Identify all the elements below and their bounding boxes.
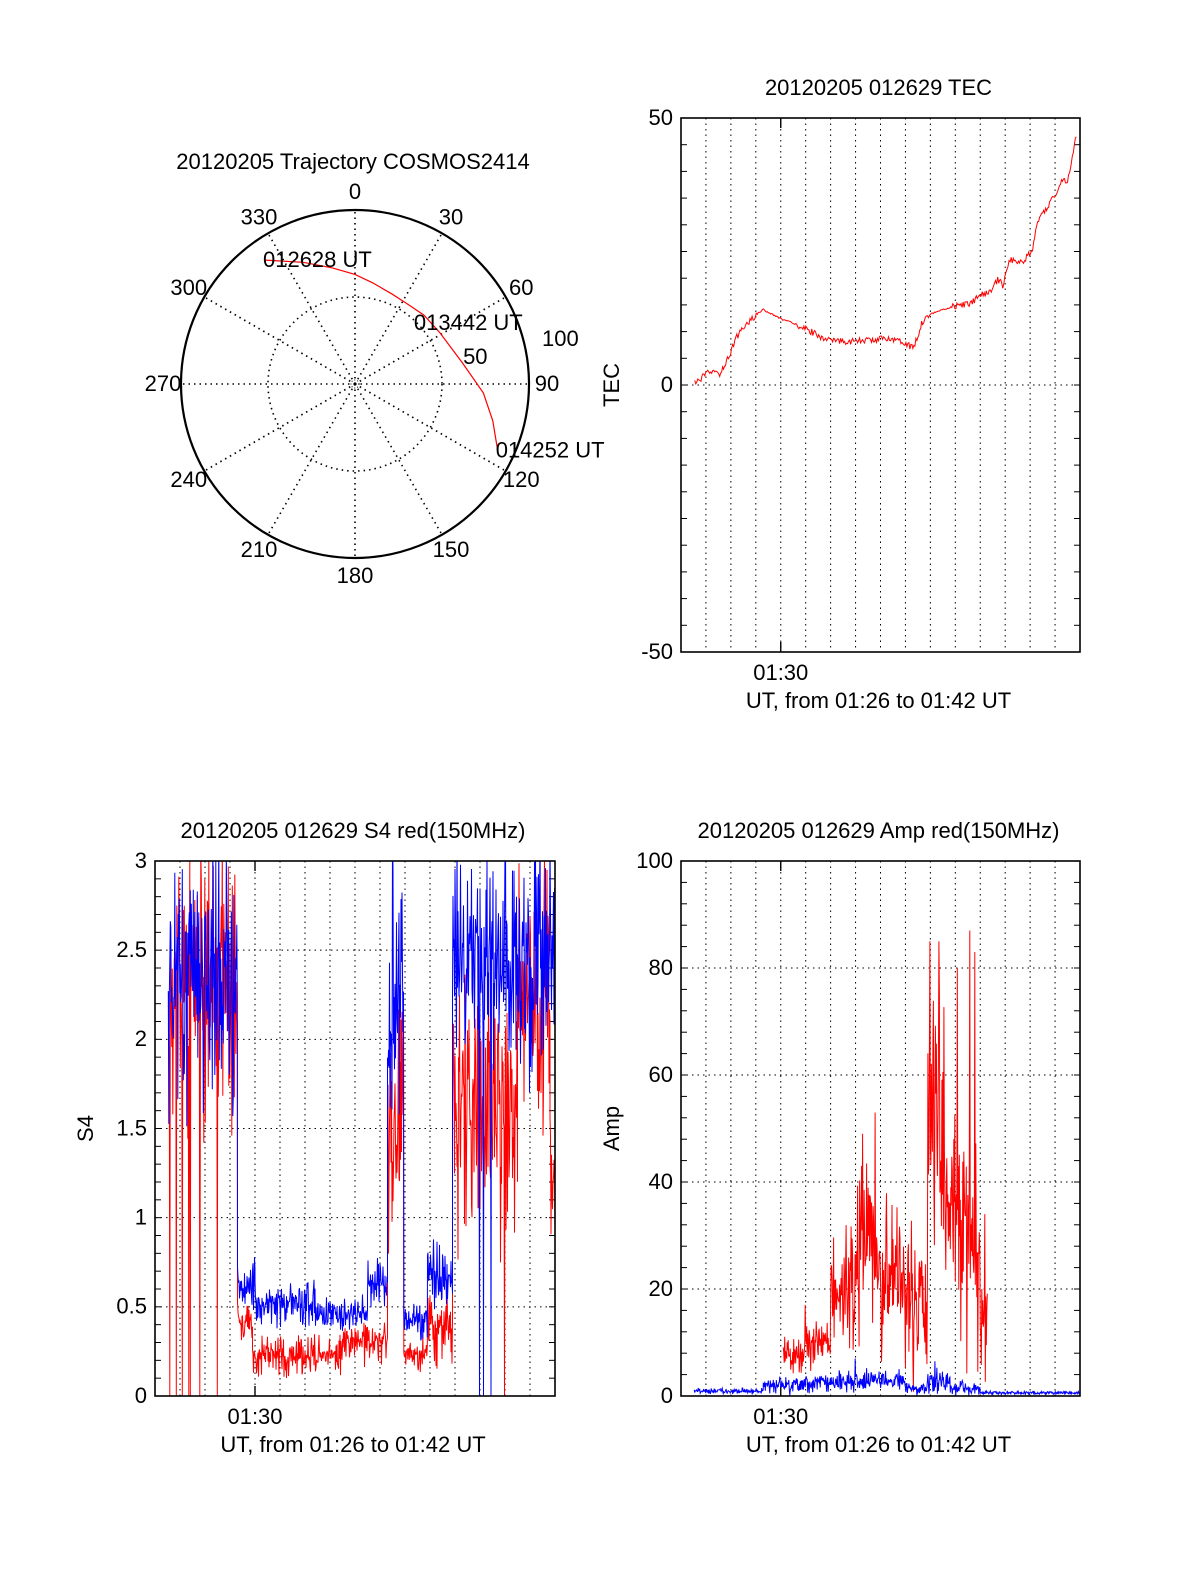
s4-plot: 20120205 012629 S4 red(150MHz) UT, from 0…: [73, 818, 556, 1457]
y-tick-label: 2: [135, 1026, 147, 1051]
polar-ring-label: 100: [542, 326, 579, 351]
y-tick-label: 50: [649, 105, 673, 130]
tec-plot: 20120205 012629 TEC UT, from 01:26 to 01:…: [599, 75, 1081, 713]
x-axis-label: UT, from 01:26 to 01:42 UT: [746, 688, 1011, 713]
polar-angle-label: 300: [170, 275, 207, 300]
trajectory-polar-plot: 20120205 Trajectory COSMOS2414 0 30 60 90 120…: [145, 149, 605, 588]
series-blue-line: [167, 861, 555, 1396]
polar-angle-label: 30: [439, 205, 463, 230]
x-tick-label: 01:30: [227, 1404, 282, 1429]
x-tick-label: 01:30: [753, 1404, 808, 1429]
y-tick-label: 20: [649, 1276, 673, 1301]
y-tick-label: 1: [135, 1204, 147, 1229]
data-layer: [694, 136, 1077, 386]
trajectory-time-label: 014252 UT: [496, 437, 605, 462]
y-tick-label: 60: [649, 1062, 673, 1087]
polar-title: 20120205 Trajectory COSMOS2414: [176, 149, 529, 174]
polar-center-marker: [350, 379, 360, 389]
chart-title: 20120205 012629 TEC: [765, 75, 992, 100]
y-tick-label: 0: [661, 372, 673, 397]
y-tick-label: 1.5: [116, 1115, 147, 1140]
polar-ring-label: 50: [463, 344, 487, 369]
y-tick-label: 100: [636, 848, 673, 873]
data-layer: [167, 861, 555, 1396]
polar-radial-gridline: [203, 383, 356, 472]
x-tick-label: 01:30: [753, 660, 808, 685]
polar-angle-label: 90: [535, 371, 559, 396]
chart-title: 20120205 012629 S4 red(150MHz): [181, 818, 526, 843]
x-axis-label: UT, from 01:26 to 01:42 UT: [220, 1432, 485, 1457]
y-axis-label: TEC: [599, 363, 624, 407]
y-tick-label: 40: [649, 1169, 673, 1194]
y-tick-label: 2.5: [116, 937, 147, 962]
data-layer: [693, 930, 1080, 1396]
polar-angle-label: 210: [241, 537, 278, 562]
y-axis-label: Amp: [599, 1106, 624, 1151]
polar-radial-gridline: [267, 232, 356, 385]
y-tick-label: 80: [649, 955, 673, 980]
polar-ring-gridline: [267, 296, 443, 472]
polar-angle-label: 0: [349, 179, 361, 204]
x-axis-label: UT, from 01:26 to 01:42 UT: [746, 1432, 1011, 1457]
trajectory-time-label: 013442 UT: [414, 310, 523, 335]
polar-angle-label: 150: [433, 537, 470, 562]
polar-angle-label: 180: [337, 563, 374, 588]
y-tick-label: 0.5: [116, 1294, 147, 1319]
polar-radial-gridline: [354, 383, 507, 472]
polar-angle-label: 270: [145, 371, 182, 396]
plot-frame: [154, 860, 556, 1397]
polar-angle-label: 120: [503, 467, 540, 492]
polar-radial-gridline: [354, 383, 443, 536]
plot-frame: [680, 860, 1081, 1397]
polar-radial-gridline: [267, 383, 356, 536]
trajectory-time-label: 012628 UT: [263, 247, 372, 272]
polar-angle-label: 330: [241, 205, 278, 230]
series-blue-line: [693, 1358, 1080, 1396]
polar-radial-gridline: [354, 296, 507, 385]
amp-plot: 20120205 012629 Amp red(150MHz) UT, from …: [599, 818, 1081, 1457]
polar-angle-label: 240: [170, 467, 207, 492]
polar-radial-gridline: [354, 232, 443, 385]
polar-outer-circle: [179, 208, 531, 560]
chart-title: 20120205 012629 Amp red(150MHz): [697, 818, 1059, 843]
y-tick-label: 0: [661, 1383, 673, 1408]
series-tec-line: [694, 136, 1077, 386]
polar-radial-gridline: [203, 296, 356, 385]
satellite-trajectory-line: [264, 259, 499, 451]
y-tick-label: 0: [135, 1383, 147, 1408]
y-tick-label: -50: [641, 639, 673, 664]
polar-angle-label: 60: [509, 275, 533, 300]
y-tick-label: 3: [135, 848, 147, 873]
y-axis-label: S4: [73, 1115, 98, 1142]
series-red-line: [782, 930, 988, 1392]
plot-frame: [680, 117, 1081, 653]
